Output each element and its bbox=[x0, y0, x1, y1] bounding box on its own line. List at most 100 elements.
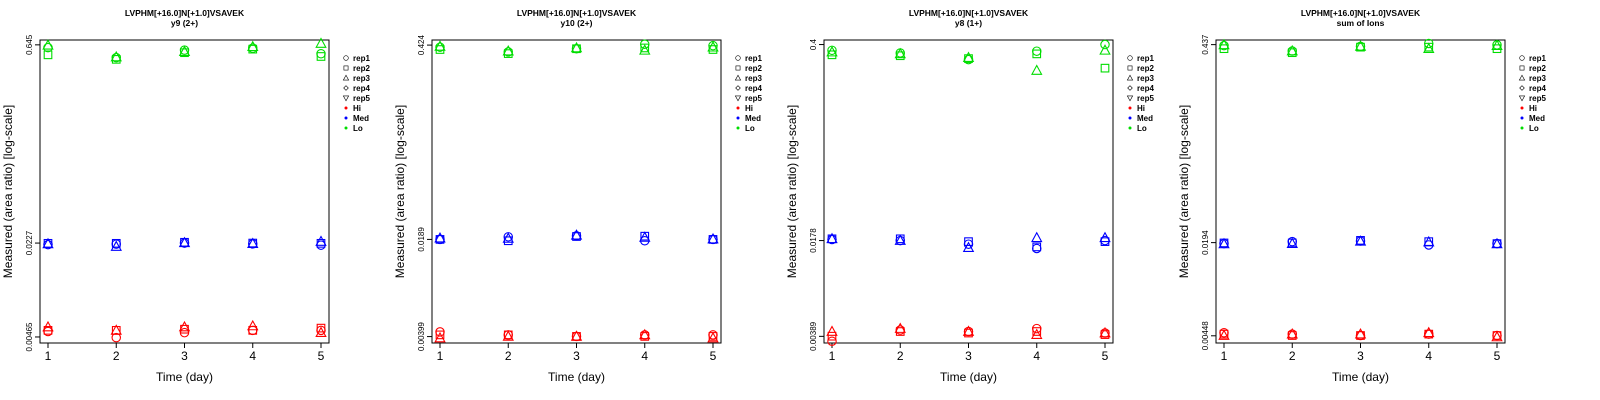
legend-marker-rep3 bbox=[734, 74, 742, 81]
data-point-lo-rep3 bbox=[1031, 64, 1043, 75]
data-point-hi-rep2 bbox=[248, 326, 258, 335]
legend-dot-med bbox=[344, 116, 348, 120]
legend-marker-rep2 bbox=[1519, 65, 1525, 71]
data-point-hi-rep1 bbox=[111, 332, 122, 343]
data-point-hi-rep3 bbox=[110, 324, 122, 335]
legend-label: Lo bbox=[1137, 124, 1147, 133]
data-point-hi-rep3 bbox=[962, 325, 975, 336]
data-point-med-rep3 bbox=[1218, 237, 1230, 249]
data-point-lo-rep3 bbox=[826, 45, 838, 57]
legend-label: rep5 bbox=[1137, 94, 1154, 103]
chart-subtitle: y9 (2+) bbox=[171, 18, 198, 28]
data-point-lo-rep3 bbox=[570, 41, 583, 53]
data-point-lo-rep2 bbox=[572, 44, 581, 54]
data-point-hi-rep3 bbox=[1286, 327, 1298, 339]
data-point-med-rep3 bbox=[1423, 235, 1435, 247]
data-point-lo-rep2 bbox=[316, 52, 326, 61]
data-point-med-rep3 bbox=[1031, 231, 1043, 243]
legend-label: rep3 bbox=[1137, 74, 1154, 83]
legend-dot-med bbox=[1520, 116, 1524, 120]
legend-label: rep1 bbox=[745, 54, 762, 63]
legend-label: rep5 bbox=[745, 94, 762, 103]
legend-marker-rep4 bbox=[735, 85, 741, 91]
data-point-hi-rep2 bbox=[827, 331, 837, 341]
data-point-lo-rep3 bbox=[1286, 44, 1298, 56]
legend-label: rep1 bbox=[1529, 54, 1546, 63]
data-point-hi-rep3 bbox=[826, 325, 838, 336]
data-point-med-rep3 bbox=[315, 235, 327, 246]
legend-marker-rep3 bbox=[1518, 74, 1526, 81]
data-point-lo-rep3 bbox=[1099, 44, 1111, 55]
data-point-hi-rep3 bbox=[434, 331, 446, 343]
x-axis-label: Time (day) bbox=[1332, 370, 1389, 384]
legend-dot-hi bbox=[1128, 106, 1132, 110]
data-point-hi-rep3 bbox=[247, 319, 259, 331]
data-point-hi-rep3 bbox=[1099, 326, 1111, 338]
chart-subtitle: y8 (1+) bbox=[955, 18, 982, 28]
data-point-med-rep3 bbox=[894, 234, 906, 245]
chart-title: LVPHM[+16.0]N[+1.0]VSAVEK bbox=[909, 8, 1029, 18]
data-point-lo-rep1 bbox=[1100, 39, 1110, 50]
plot-frame bbox=[823, 39, 1114, 344]
data-point-med-rep3 bbox=[502, 232, 514, 243]
data-point-lo-rep3 bbox=[894, 47, 906, 59]
data-point-med-rep3 bbox=[962, 241, 975, 253]
data-point-lo-rep3 bbox=[962, 51, 975, 62]
data-point-hi-rep3 bbox=[707, 331, 719, 343]
data-point-lo-rep3 bbox=[1491, 39, 1503, 51]
x-axis-label: Time (day) bbox=[156, 370, 213, 384]
data-point-med-rep3 bbox=[707, 232, 719, 244]
legend-label: Med bbox=[1137, 114, 1153, 123]
y-tick-label: 0.0194 bbox=[1201, 230, 1210, 255]
x-tick-label: 1 bbox=[45, 349, 52, 363]
x-tick-label: 2 bbox=[505, 349, 512, 363]
x-tick-label: 1 bbox=[1221, 349, 1228, 363]
y-tick-label: 0.645 bbox=[25, 34, 34, 55]
data-point-med-rep3 bbox=[826, 232, 838, 244]
data-point-lo-rep3 bbox=[1354, 40, 1367, 51]
x-axis-label: Time (day) bbox=[940, 370, 997, 384]
x-tick-label: 1 bbox=[829, 349, 836, 363]
legend-label: rep4 bbox=[745, 84, 762, 93]
legend-dot-med bbox=[736, 116, 740, 120]
x-tick-label: 4 bbox=[1425, 349, 1432, 363]
x-tick-label: 2 bbox=[897, 349, 904, 363]
data-point-hi-rep3 bbox=[178, 320, 191, 332]
legend-marker-rep1 bbox=[735, 55, 741, 61]
legend-label: Med bbox=[745, 114, 761, 123]
legend-marker-rep4 bbox=[1127, 85, 1133, 91]
legend-label: rep1 bbox=[1137, 54, 1154, 63]
legend-label: rep5 bbox=[353, 94, 370, 103]
data-point-med-rep2 bbox=[111, 238, 121, 248]
legend-marker-rep3 bbox=[342, 74, 350, 81]
legend-label: rep2 bbox=[1137, 64, 1154, 73]
chart-subtitle: y10 (2+) bbox=[561, 18, 593, 28]
legend-marker-rep2 bbox=[735, 65, 741, 71]
data-point-hi-rep3 bbox=[315, 326, 327, 338]
plot-frame bbox=[39, 39, 330, 344]
legend-label: Lo bbox=[353, 124, 363, 133]
data-point-hi-rep3 bbox=[894, 322, 906, 333]
chart-title: LVPHM[+16.0]N[+1.0]VSAVEK bbox=[125, 8, 245, 18]
legend-dot-lo bbox=[1128, 126, 1132, 130]
data-point-med-rep3 bbox=[1491, 237, 1503, 249]
data-point-med-rep3 bbox=[247, 237, 259, 248]
data-point-med-rep3 bbox=[434, 231, 446, 243]
data-point-lo-rep1 bbox=[316, 48, 326, 59]
y-tick-label: 0.437 bbox=[1201, 34, 1210, 55]
data-point-lo-rep3 bbox=[707, 41, 719, 52]
y-axis-label: Measured (area ratio) [log-scale] bbox=[1177, 105, 1191, 278]
data-point-med-rep3 bbox=[1099, 231, 1111, 243]
data-point-med-rep3 bbox=[110, 240, 122, 251]
data-point-lo-rep3 bbox=[315, 37, 327, 48]
legend-label: rep3 bbox=[353, 74, 370, 83]
data-point-med-rep3 bbox=[42, 237, 54, 249]
legend-marker-rep1 bbox=[343, 55, 349, 61]
legend-dot-lo bbox=[736, 126, 740, 130]
data-point-med-rep1 bbox=[1032, 243, 1042, 254]
legend-label: rep5 bbox=[1529, 94, 1546, 103]
